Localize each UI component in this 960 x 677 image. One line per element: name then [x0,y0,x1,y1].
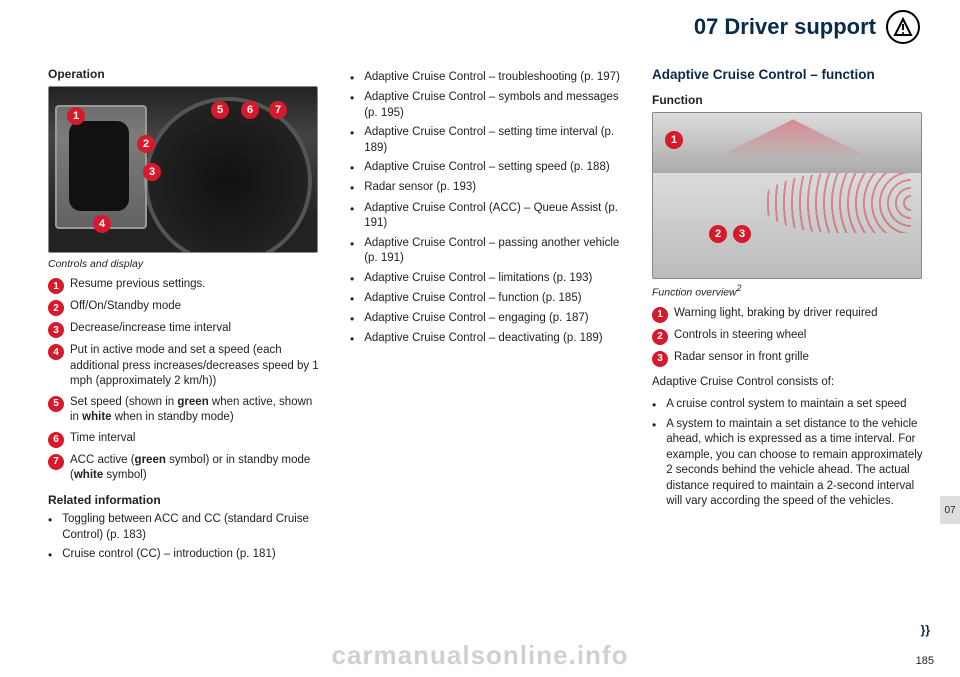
figure-marker: 4 [93,215,111,233]
item-number-badge: 3 [652,351,668,367]
side-tab: 07 [940,496,960,524]
item-text: Controls in steering wheel [674,328,806,345]
bullet-item: A system to maintain a set distance to t… [652,417,928,510]
warning-triangle-icon [886,10,920,44]
bullet-text: A system to maintain a set distance to t… [666,417,928,510]
item-number-badge: 2 [48,300,64,316]
item-text: Decrease/increase time interval [70,321,231,338]
bullet-item: Adaptive Cruise Control – limitations (p… [350,271,626,287]
figure-caption: Controls and display [48,257,324,271]
bullet-item: Adaptive Cruise Control – engaging (p. 1… [350,311,626,327]
list-item: 4 Put in active mode and set a speed (eac… [48,343,324,390]
column-function: Adaptive Cruise Control – function Funct… [652,66,928,567]
list-item: 7 ACC active (green symbol) or in standby… [48,453,324,484]
bullet-text: Adaptive Cruise Control – passing anothe… [364,236,626,267]
bullet-text: Radar sensor (p. 193) [364,180,476,196]
related-links-list: Adaptive Cruise Control – troubleshootin… [350,70,626,347]
item-number-badge: 4 [48,344,64,360]
bullet-text: Cruise control (CC) – introduction (p. 1… [62,547,275,563]
function-list: 1 Warning light, braking by driver requir… [652,306,928,367]
related-info-heading: Related information [48,492,324,508]
bullet-text: Adaptive Cruise Control (ACC) – Queue As… [364,201,626,232]
bullet-item: Adaptive Cruise Control – deactivating (… [350,331,626,347]
chapter-header: 07 Driver support [694,10,920,44]
bullet-item: Adaptive Cruise Control – symbols and me… [350,90,626,121]
bullet-item: Toggling between ACC and CC (standard Cr… [48,512,324,543]
chapter-title: 07 Driver support [694,14,876,40]
bullet-item: A cruise control system to maintain a se… [652,397,928,413]
figure2-caption: Function overview2 [652,283,928,300]
bullet-item: Adaptive Cruise Control – setting time i… [350,125,626,156]
list-item: 1 Warning light, braking by driver requir… [652,306,928,323]
acc-function-title: Adaptive Cruise Control – function [652,66,928,84]
item-text: Warning light, braking by driver require… [674,306,877,323]
related-info-list: Toggling between ACC and CC (standard Cr… [48,512,324,563]
bullet-item: Cruise control (CC) – introduction (p. 1… [48,547,324,563]
item-number-badge: 7 [48,454,64,470]
list-item: 3 Radar sensor in front grille [652,350,928,367]
bullet-text: Adaptive Cruise Control – function (p. 1… [364,291,581,307]
bullet-item: Adaptive Cruise Control – setting speed … [350,160,626,176]
item-number-badge: 1 [48,278,64,294]
intro-paragraph: Adaptive Cruise Control consists of: [652,375,928,391]
item-number-badge: 3 [48,322,64,338]
item-text: Resume previous settings. [70,277,206,294]
bullet-item: Adaptive Cruise Control – passing anothe… [350,236,626,267]
list-item: 1 Resume previous settings. [48,277,324,294]
item-text: Radar sensor in front grille [674,350,809,367]
list-item: 2 Controls in steering wheel [652,328,928,345]
item-number-badge: 5 [48,396,64,412]
item-number-badge: 1 [652,307,668,323]
list-item: 3 Decrease/increase time interval [48,321,324,338]
function-bullets: A cruise control system to maintain a se… [652,397,928,510]
bullet-text: Adaptive Cruise Control – setting speed … [364,160,609,176]
bullet-text: Adaptive Cruise Control – troubleshootin… [364,70,620,86]
item-number-badge: 2 [652,329,668,345]
bullet-text: Adaptive Cruise Control – limitations (p… [364,271,592,287]
continue-marker: }} [921,623,930,637]
bullet-text: Adaptive Cruise Control – engaging (p. 1… [364,311,588,327]
bullet-text: A cruise control system to maintain a se… [666,397,906,413]
item-text: Time interval [70,431,135,448]
watermark: carmanualsonline.info [0,640,960,671]
operation-list: 1 Resume previous settings. 2 Off/On/Standb… [48,277,324,484]
bullet-text: Adaptive Cruise Control – setting time i… [364,125,626,156]
figure-marker: 3 [733,225,751,243]
function-heading: Function [652,92,928,108]
list-item: 2 Off/On/Standby mode [48,299,324,316]
list-item: 5 Set speed (shown in green when active, … [48,395,324,426]
bullet-text: Adaptive Cruise Control – deactivating (… [364,331,602,347]
bullet-item: Adaptive Cruise Control (ACC) – Queue As… [350,201,626,232]
operation-heading: Operation [48,66,324,82]
item-text: Put in active mode and set a speed (each… [70,343,324,390]
item-text: Set speed (shown in green when active, s… [70,395,324,426]
bullet-text: Adaptive Cruise Control – symbols and me… [364,90,626,121]
function-overview-figure: 123 [652,112,922,279]
speedometer-gauge [144,97,312,253]
item-text: Off/On/Standby mode [70,299,181,316]
figure-marker: 2 [709,225,727,243]
controls-display-figure: 1234567 [48,86,318,253]
steering-controls-inset [55,105,147,229]
list-item: 6 Time interval [48,431,324,448]
bullet-item: Adaptive Cruise Control – function (p. 1… [350,291,626,307]
bullet-item: Radar sensor (p. 193) [350,180,626,196]
column-operation: Operation 1234567 Controls and display 1… [48,66,324,567]
item-number-badge: 6 [48,432,64,448]
bullet-text: Toggling between ACC and CC (standard Cr… [62,512,324,543]
column-related-links: Adaptive Cruise Control – troubleshootin… [350,66,626,567]
bullet-item: Adaptive Cruise Control – troubleshootin… [350,70,626,86]
item-text: ACC active (green symbol) or in standby … [70,453,324,484]
figure-marker: 7 [269,101,287,119]
